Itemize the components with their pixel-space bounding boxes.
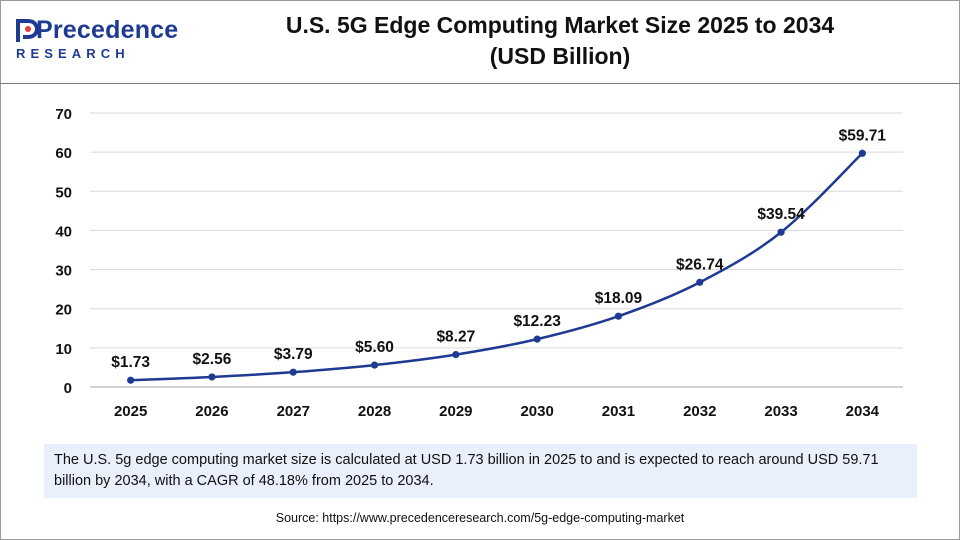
- x-tick-label: 2034: [846, 403, 880, 420]
- y-tick-label: 0: [64, 380, 72, 397]
- data-point: [370, 361, 379, 369]
- data-label: $26.74: [676, 256, 724, 273]
- data-label: $3.79: [274, 346, 313, 363]
- logo-mark-icon: [16, 19, 40, 42]
- data-label: $39.54: [757, 206, 805, 223]
- data-label: $18.09: [595, 290, 643, 307]
- x-tick-label: 2026: [195, 403, 228, 420]
- x-tick-label: 2030: [520, 403, 553, 420]
- data-label: $12.23: [513, 313, 561, 330]
- summary-box: The U.S. 5g edge computing market size i…: [44, 444, 917, 498]
- y-tick-label: 30: [55, 263, 72, 280]
- y-tick-label: 60: [55, 145, 72, 162]
- brand-logo: Precedence RESEARCH: [14, 16, 178, 66]
- data-point: [858, 149, 866, 157]
- data-point: [208, 373, 216, 381]
- data-point: [777, 228, 785, 236]
- data-label: $8.27: [436, 329, 475, 346]
- logo-wordmark: Precedence: [36, 16, 179, 44]
- source-note: Source: https://www.precedenceresearch.c…: [275, 511, 685, 525]
- x-tick-label: 2029: [439, 403, 472, 420]
- x-tick-label: 2027: [277, 403, 310, 420]
- header-divider: [0, 83, 960, 84]
- x-tick-label: 2031: [602, 403, 635, 420]
- data-point: [127, 376, 135, 384]
- x-tick-label: 2032: [683, 403, 716, 420]
- data-point: [696, 278, 704, 286]
- header: Precedence RESEARCH U.S. 5G Edge Computi…: [0, 0, 960, 84]
- y-tick-label: 40: [55, 223, 72, 240]
- y-tick-label: 70: [55, 106, 72, 123]
- data-point: [614, 312, 623, 320]
- chart-title: U.S. 5G Edge Computing Market Size 2025 …: [175, 10, 945, 72]
- data-label: $1.73: [111, 354, 150, 371]
- data-point: [289, 368, 297, 376]
- x-tick-label: 2028: [358, 403, 391, 420]
- data-point: [533, 335, 541, 343]
- x-tick-label: 2025: [114, 403, 147, 420]
- chart-title-line2: (USD Billion): [489, 43, 631, 69]
- logo-subtitle: RESEARCH: [16, 46, 130, 61]
- x-tick-label: 2033: [764, 403, 797, 420]
- y-tick-label: 10: [55, 341, 72, 358]
- data-label: $2.56: [193, 351, 232, 368]
- y-tick-label: 20: [55, 302, 72, 319]
- y-tick-label: 50: [55, 184, 72, 201]
- data-label: $59.71: [839, 127, 887, 144]
- chart-title-line1: U.S. 5G Edge Computing Market Size 2025 …: [285, 12, 835, 38]
- data-point: [452, 351, 460, 359]
- series-line: [130, 152, 864, 382]
- data-label: $5.60: [355, 339, 394, 356]
